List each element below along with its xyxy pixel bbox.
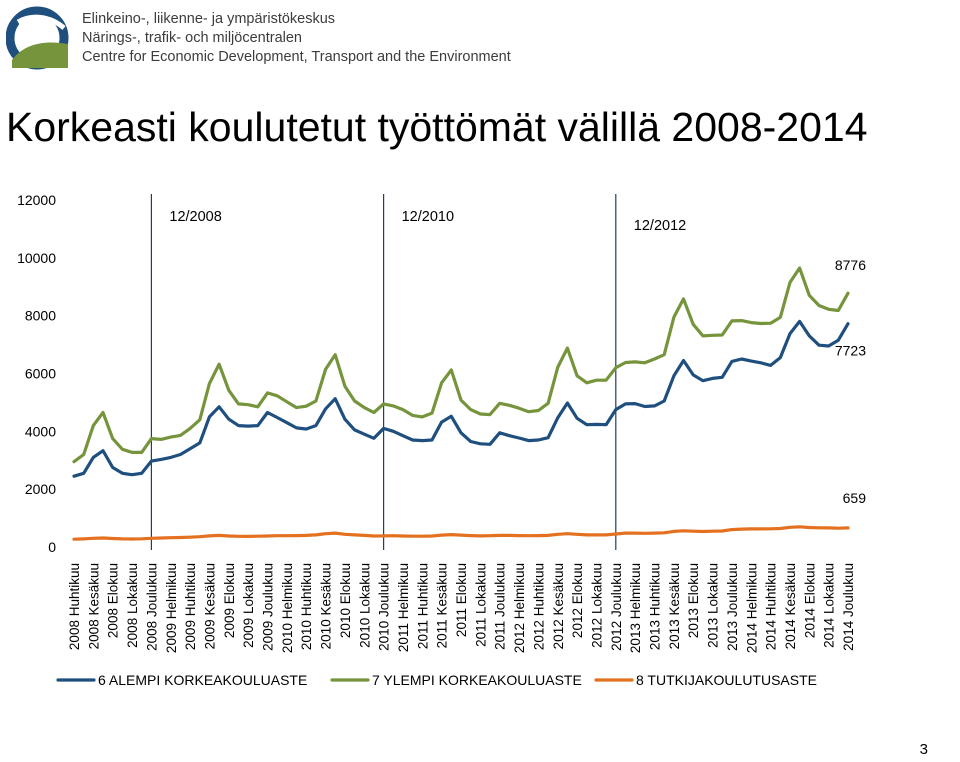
x-tick-label: 2009 Huhtikuu	[183, 563, 198, 650]
page-number: 3	[919, 741, 928, 758]
x-tick-label: 2010 Helmikuu	[280, 563, 295, 653]
x-tick-label: 2010 Elokuu	[338, 563, 353, 638]
legend-entry: 7 YLEMPI KORKEAKOULUASTE	[372, 672, 582, 688]
x-tick-label: 2010 Huhtikuu	[299, 563, 314, 650]
x-tick-label: 2008 Joulukuu	[144, 563, 159, 651]
x-tick-label: 2009 Kesäkuu	[202, 563, 217, 649]
legend-entry: 6 ALEMPI KORKEAKOULUASTE	[98, 672, 307, 688]
x-tick-label: 2009 Elokuu	[222, 563, 237, 638]
x-tick-label: 2014 Lokakuu	[822, 563, 837, 648]
x-tick-label: 2012 Helmikuu	[512, 563, 527, 653]
x-tick-label: 2012 Kesäkuu	[551, 563, 566, 649]
y-tick-label: 0	[48, 539, 56, 555]
x-tick-label: 2011 Huhtikuu	[415, 563, 430, 649]
series-line-3	[72, 525, 850, 541]
x-tick-label: 2012 Elokuu	[570, 563, 585, 638]
x-tick-label: 2011 Elokuu	[454, 563, 469, 637]
data-label: 659	[843, 490, 867, 506]
org-line-fi: Elinkeino-, liikenne- ja ympäristökeskus	[82, 11, 336, 27]
x-tick-label: 2010 Joulukuu	[377, 563, 392, 651]
org-line-en: Centre for Economic Development, Transpo…	[82, 49, 511, 65]
data-label: 7723	[835, 343, 866, 359]
x-tick-label: 2009 Joulukuu	[261, 563, 276, 651]
x-tick-label: 2010 Kesäkuu	[319, 563, 334, 649]
x-tick-label: 2012 Lokakuu	[589, 563, 604, 648]
x-tick-label: 2014 Helmikuu	[744, 563, 759, 653]
y-tick-label: 2000	[25, 481, 56, 497]
x-tick-label: 2009 Helmikuu	[164, 563, 179, 653]
x-tick-label: 2013 Huhtikuu	[648, 563, 663, 650]
y-tick-label: 12000	[17, 192, 56, 208]
x-tick-label: 2013 Elokuu	[686, 563, 701, 638]
x-tick-label: 2008 Huhtikuu	[67, 563, 82, 650]
x-tick-label: 2008 Kesäkuu	[86, 563, 101, 649]
annotation-label: 12/2008	[169, 209, 221, 225]
data-label: 8776	[835, 257, 866, 273]
line-chart: 0 2000 4000 6000 8000 10000 12000 12/2008 12/201…	[17, 192, 867, 688]
legend-entry: 8 TUTKIJAKOULUTUSASTE	[636, 672, 817, 688]
x-tick-label: 2008 Elokuu	[106, 563, 121, 638]
x-tick-label: 2011 Helmikuu	[396, 563, 411, 652]
series-line-2	[72, 266, 850, 464]
header: Elinkeino-, liikenne- ja ympäristökeskus…	[0, 0, 960, 80]
x-tick-label: 2014 Elokuu	[802, 563, 817, 638]
org-line-sv: Närings-, trafik- och miljöcentralen	[82, 30, 302, 46]
x-tick-label: 2013 Joulukuu	[725, 563, 740, 651]
y-tick-label: 8000	[25, 308, 56, 324]
x-tick-label: 2009 Lokakuu	[241, 563, 256, 648]
x-tick-label: 2014 Kesäkuu	[783, 563, 798, 649]
x-tick-label: 2012 Huhtikuu	[531, 563, 546, 650]
ely-centre-logo-icon	[6, 6, 69, 70]
x-tick-label: 2010 Lokakuu	[357, 563, 372, 648]
annotation-label: 12/2012	[634, 218, 686, 234]
x-tick-label: 2013 Helmikuu	[628, 563, 643, 653]
x-tick-label: 2013 Lokakuu	[706, 563, 721, 648]
y-tick-label: 6000	[25, 366, 56, 382]
x-tick-label: 2011 Kesäkuu	[435, 563, 450, 648]
y-tick-label: 10000	[17, 250, 56, 266]
x-tick-label: 2011 Joulukuu	[493, 563, 508, 650]
x-tick-label: 2008 Lokakuu	[125, 563, 140, 648]
x-tick-label: 2011 Lokakuu	[473, 563, 488, 647]
series-line-1	[72, 319, 850, 478]
x-tick-label: 2012 Joulukuu	[609, 563, 624, 651]
page-title: Korkeasti koulutetut työttömät välillä 2…	[6, 104, 868, 150]
x-tick-label: 2013 Kesäkuu	[667, 563, 682, 649]
y-tick-label: 4000	[25, 423, 56, 439]
annotation-label: 12/2010	[402, 209, 454, 225]
organization-name: Elinkeino-, liikenne- ja ympäristökeskus…	[82, 10, 511, 67]
x-tick-label: 2014 Joulukuu	[841, 563, 856, 651]
x-tick-label: 2014 Huhtikuu	[764, 563, 779, 650]
